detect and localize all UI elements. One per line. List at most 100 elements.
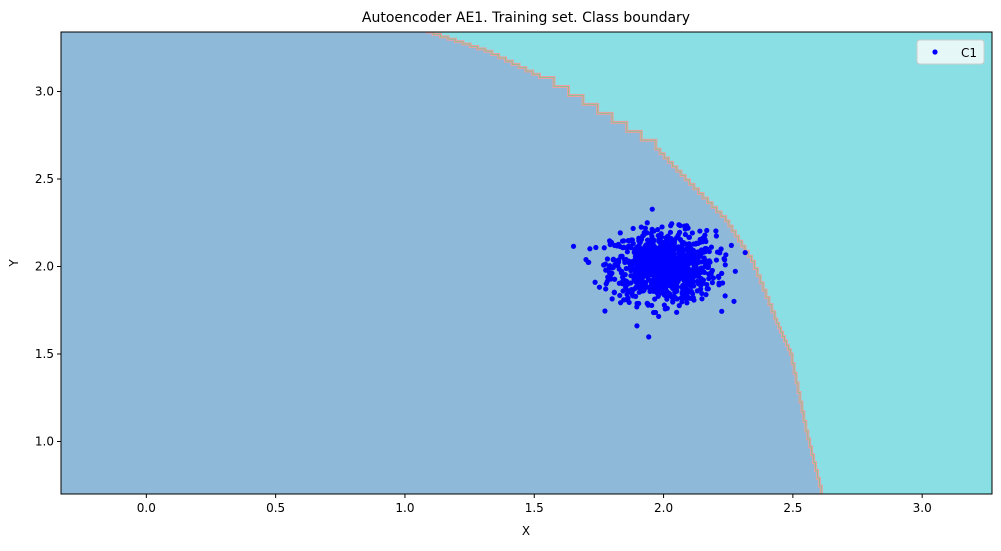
y-tick-label: 3.0	[35, 85, 54, 99]
data-point	[702, 258, 708, 265]
data-point	[722, 257, 728, 263]
data-point	[657, 262, 663, 269]
data-point	[688, 295, 695, 302]
data-point	[601, 245, 607, 251]
data-point	[672, 254, 678, 261]
data-point	[570, 243, 577, 249]
data-point	[713, 257, 720, 263]
data-point	[627, 264, 633, 270]
axes-frame	[60, 31, 993, 495]
data-point	[619, 268, 625, 275]
data-point	[688, 283, 694, 289]
data-point	[670, 239, 677, 245]
x-tick-label: 0.0	[137, 501, 156, 515]
data-point	[716, 274, 722, 281]
y-tick-label: 2.5	[35, 172, 54, 186]
data-point	[664, 305, 670, 311]
data-point	[638, 278, 645, 284]
data-point	[686, 287, 692, 294]
x-tick-label: 1.0	[395, 501, 414, 515]
data-point	[596, 284, 603, 290]
x-tick-label: 2.5	[783, 501, 802, 515]
data-point	[661, 292, 667, 298]
data-point	[690, 273, 696, 280]
data-point	[642, 225, 649, 231]
data-point	[677, 222, 683, 229]
data-point	[693, 240, 700, 246]
data-point	[676, 303, 682, 309]
data-point	[690, 253, 696, 259]
data-point	[648, 230, 654, 237]
data-point	[718, 246, 724, 252]
x-tick-label: 1.5	[525, 501, 544, 515]
data-point	[650, 277, 656, 284]
data-point	[644, 220, 650, 226]
data-point	[651, 252, 657, 258]
data-point	[610, 264, 616, 271]
data-point	[684, 300, 690, 306]
data-point	[655, 290, 661, 296]
data-point	[686, 267, 692, 273]
data-point	[675, 232, 681, 238]
data-point	[611, 289, 617, 295]
data-point	[650, 261, 657, 267]
data-point	[665, 262, 671, 269]
data-point	[696, 279, 702, 285]
data-point	[624, 245, 630, 252]
data-point	[676, 261, 683, 268]
data-point	[649, 206, 655, 212]
data-point	[644, 300, 650, 306]
data-point	[625, 289, 632, 295]
data-point	[689, 230, 695, 236]
y-tick-label: 1.5	[35, 347, 54, 361]
data-point	[630, 225, 636, 232]
chart-title: Autoencoder AE1. Training set. Class bou…	[362, 10, 690, 26]
data-point	[682, 226, 688, 232]
data-point	[704, 227, 710, 234]
data-point	[705, 264, 711, 270]
inside-region	[61, 32, 822, 494]
data-point	[619, 253, 625, 259]
data-point	[682, 231, 688, 238]
data-point	[699, 290, 705, 297]
data-point	[672, 264, 679, 270]
data-point	[713, 233, 719, 239]
data-point	[658, 286, 664, 292]
data-point	[603, 267, 609, 273]
data-point	[620, 245, 626, 251]
data-point	[593, 244, 599, 251]
data-point	[638, 236, 645, 242]
x-tick-label: 2.0	[654, 501, 673, 515]
data-point	[742, 249, 748, 256]
data-point	[709, 280, 716, 286]
data-point	[666, 277, 672, 284]
data-point	[694, 288, 700, 294]
data-point	[633, 284, 640, 290]
data-point	[644, 267, 650, 273]
data-point	[722, 262, 728, 268]
data-point	[713, 228, 719, 234]
legend-box	[916, 39, 985, 65]
data-point	[611, 242, 618, 248]
y-tick-label: 2.0	[35, 260, 54, 274]
data-point	[636, 300, 642, 307]
plot-area	[60, 31, 993, 495]
data-point	[700, 265, 706, 271]
data-point	[655, 277, 661, 283]
data-point	[621, 297, 627, 303]
data-point	[679, 299, 685, 305]
data-point	[603, 286, 609, 292]
boundary-line-inner	[425, 32, 822, 494]
data-point	[669, 293, 676, 300]
data-point	[659, 224, 665, 230]
x-axis: 0.0 0.5 1.0 1.5 2.0 2.5 3.0	[137, 494, 932, 515]
data-point	[641, 272, 647, 278]
data-point	[655, 271, 662, 278]
data-point	[728, 242, 734, 249]
data-point	[666, 281, 672, 287]
data-point	[706, 248, 712, 255]
data-point	[657, 246, 664, 252]
regions-group	[61, 32, 823, 494]
data-point	[583, 257, 589, 263]
